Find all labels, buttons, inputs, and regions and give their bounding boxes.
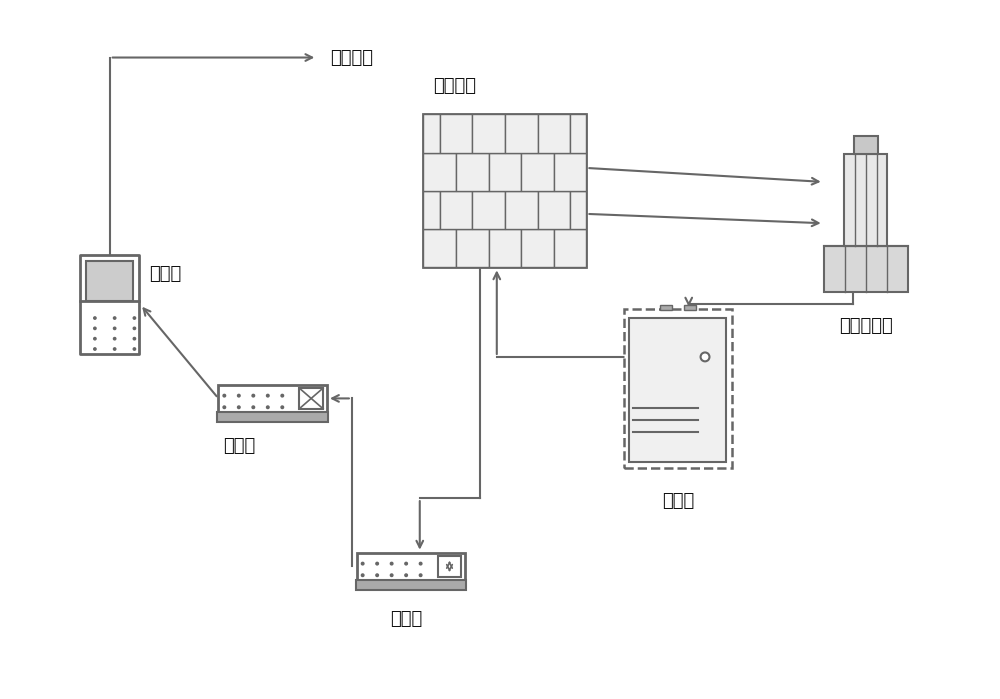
Bar bbox=[86, 261, 133, 301]
Circle shape bbox=[405, 574, 407, 577]
Bar bbox=[218, 384, 327, 412]
Circle shape bbox=[133, 317, 136, 319]
Circle shape bbox=[376, 562, 378, 565]
Bar bbox=[299, 388, 323, 409]
Bar bbox=[217, 412, 328, 422]
Circle shape bbox=[419, 562, 422, 565]
Circle shape bbox=[113, 327, 116, 329]
Circle shape bbox=[94, 338, 96, 340]
Bar bbox=[356, 580, 466, 590]
Circle shape bbox=[267, 406, 269, 408]
Circle shape bbox=[113, 338, 116, 340]
Bar bbox=[357, 552, 465, 580]
Bar bbox=[624, 310, 732, 468]
Bar bbox=[438, 556, 461, 577]
Bar bbox=[554, 152, 586, 191]
Circle shape bbox=[419, 574, 422, 577]
Bar bbox=[423, 115, 586, 268]
Circle shape bbox=[223, 406, 226, 408]
Circle shape bbox=[376, 574, 378, 577]
Circle shape bbox=[701, 352, 709, 361]
Bar bbox=[521, 152, 554, 191]
Circle shape bbox=[361, 574, 364, 577]
Circle shape bbox=[405, 562, 407, 565]
Text: 气体冷却器: 气体冷却器 bbox=[839, 317, 892, 335]
Bar bbox=[80, 255, 139, 354]
Bar bbox=[684, 305, 696, 310]
Circle shape bbox=[361, 562, 364, 565]
Bar bbox=[489, 229, 521, 268]
Bar bbox=[456, 229, 489, 268]
Circle shape bbox=[252, 406, 255, 408]
Text: 蕲发器: 蕲发器 bbox=[223, 437, 256, 455]
Bar bbox=[489, 152, 521, 191]
Circle shape bbox=[113, 348, 116, 350]
Text: 集液器: 集液器 bbox=[390, 610, 422, 628]
Circle shape bbox=[281, 406, 284, 408]
Circle shape bbox=[94, 327, 96, 329]
Bar bbox=[440, 115, 472, 152]
Bar bbox=[854, 136, 878, 154]
Bar bbox=[472, 115, 505, 152]
Bar bbox=[505, 115, 538, 152]
Bar bbox=[538, 191, 570, 229]
Circle shape bbox=[133, 327, 136, 329]
Circle shape bbox=[252, 394, 255, 397]
Circle shape bbox=[94, 317, 96, 319]
Circle shape bbox=[281, 394, 284, 397]
Bar bbox=[554, 229, 586, 268]
Bar bbox=[456, 152, 489, 191]
Bar bbox=[844, 154, 887, 246]
Text: 膨胀阀: 膨胀阀 bbox=[149, 265, 181, 283]
Circle shape bbox=[390, 562, 393, 565]
Bar bbox=[824, 246, 908, 292]
Circle shape bbox=[113, 317, 116, 319]
Bar bbox=[423, 115, 440, 152]
Bar bbox=[472, 191, 505, 229]
Circle shape bbox=[390, 574, 393, 577]
Circle shape bbox=[223, 394, 226, 397]
Circle shape bbox=[238, 394, 240, 397]
Circle shape bbox=[133, 348, 136, 350]
Circle shape bbox=[94, 348, 96, 350]
Bar bbox=[570, 115, 586, 152]
Text: 压缩机: 压缩机 bbox=[662, 492, 694, 510]
Bar bbox=[629, 318, 726, 461]
Bar bbox=[423, 191, 440, 229]
Bar bbox=[570, 191, 586, 229]
Bar bbox=[521, 229, 554, 268]
Bar bbox=[538, 115, 570, 152]
Bar bbox=[423, 229, 456, 268]
Circle shape bbox=[267, 394, 269, 397]
Text: 保养接口: 保养接口 bbox=[330, 48, 373, 66]
Bar bbox=[423, 152, 456, 191]
Circle shape bbox=[133, 338, 136, 340]
Circle shape bbox=[238, 406, 240, 408]
Bar bbox=[660, 305, 672, 310]
Bar bbox=[440, 191, 472, 229]
Text: 热交换器: 热交换器 bbox=[433, 77, 476, 94]
Bar bbox=[505, 191, 538, 229]
